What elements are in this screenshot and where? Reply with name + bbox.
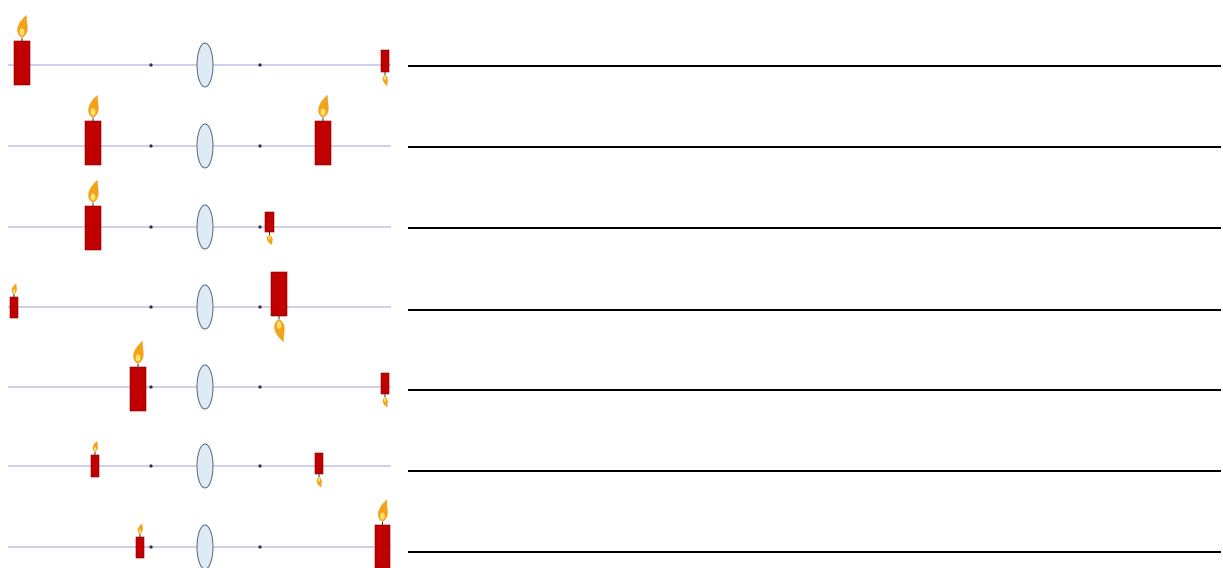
- focal-point: [149, 63, 152, 66]
- flame-core: [20, 28, 25, 35]
- lens-worksheet: [0, 0, 1223, 568]
- lens: [197, 444, 213, 488]
- candle: [14, 15, 30, 85]
- focal-point: [258, 545, 261, 548]
- candle: [85, 180, 101, 250]
- candle: [315, 453, 323, 488]
- flame-core: [380, 513, 385, 520]
- focal-point: [258, 225, 261, 228]
- candle-body: [85, 206, 101, 250]
- flame-core: [318, 478, 320, 481]
- flame-core: [321, 108, 326, 115]
- candle: [130, 341, 146, 411]
- candle-body: [381, 50, 389, 72]
- focal-point: [258, 144, 261, 147]
- candle: [136, 523, 144, 558]
- candle-body: [10, 297, 18, 318]
- candle-body: [315, 453, 323, 474]
- flame-core: [91, 193, 96, 200]
- focal-point: [258, 464, 261, 467]
- flame-core: [136, 354, 141, 361]
- candle-body: [85, 121, 101, 165]
- candle: [381, 373, 389, 408]
- candle-body: [315, 121, 331, 165]
- lens: [197, 124, 213, 168]
- candle: [381, 50, 389, 86]
- focal-point: [149, 144, 152, 147]
- candle: [85, 95, 101, 165]
- candle: [91, 441, 99, 477]
- candle-body: [271, 272, 287, 316]
- candle-body: [136, 537, 144, 558]
- flame-core: [268, 236, 271, 239]
- candle-body: [14, 41, 30, 85]
- flame-core: [384, 76, 386, 80]
- candle-body: [375, 525, 390, 568]
- focal-point: [258, 385, 261, 388]
- focal-point: [149, 545, 152, 548]
- lens: [197, 285, 213, 329]
- candle: [375, 499, 390, 568]
- candle-body: [265, 212, 274, 232]
- focal-point: [149, 225, 152, 228]
- lens: [197, 525, 213, 568]
- candle: [265, 212, 274, 245]
- flame-core: [13, 289, 15, 292]
- lens: [197, 43, 213, 87]
- focal-point: [149, 385, 152, 388]
- lens: [197, 365, 213, 409]
- flame-core: [277, 321, 282, 328]
- candle: [315, 95, 331, 165]
- candle-body: [130, 367, 146, 411]
- flame-core: [139, 529, 141, 532]
- focal-point: [258, 63, 261, 66]
- page: (() => { const svg = document.getElement…: [0, 0, 1223, 568]
- flame-core: [384, 398, 386, 401]
- candle: [271, 272, 287, 342]
- focal-point: [258, 305, 261, 308]
- flame-core: [94, 447, 96, 451]
- candle-body: [91, 455, 99, 477]
- focal-point: [149, 305, 152, 308]
- lens: [197, 205, 213, 249]
- focal-point: [149, 464, 152, 467]
- candle-body: [381, 373, 389, 394]
- flame-core: [91, 108, 96, 115]
- candle: [10, 283, 18, 318]
